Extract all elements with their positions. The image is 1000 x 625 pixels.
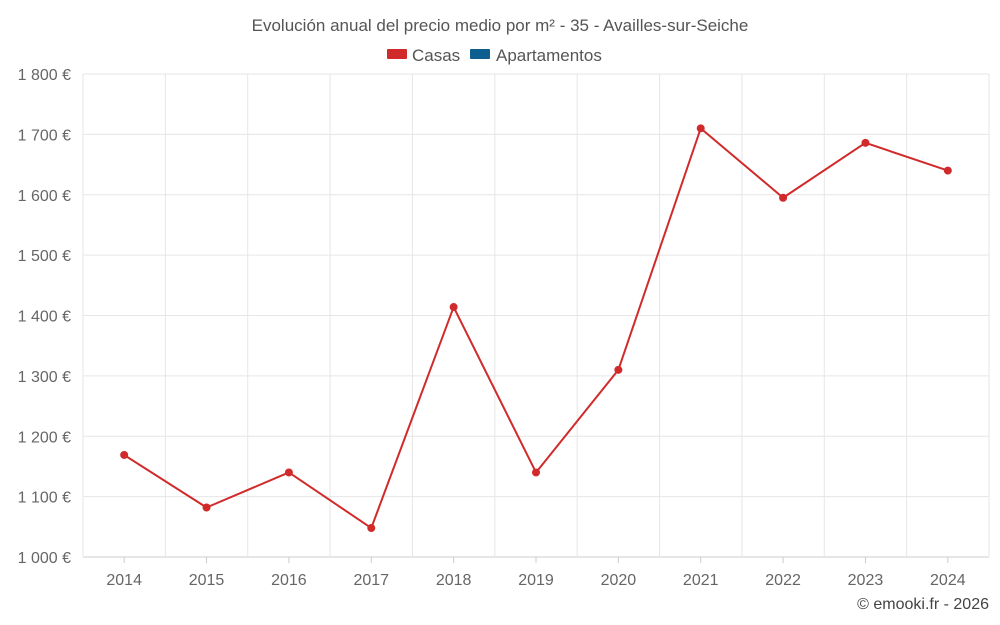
x-tick-label: 2014 (106, 572, 142, 589)
data-point[interactable] (120, 450, 129, 459)
x-tick-label: 2022 (765, 572, 801, 589)
legend-swatch-apartamentos (470, 49, 490, 59)
y-tick-label: 1 700 € (18, 127, 71, 144)
data-point[interactable] (284, 468, 293, 477)
legend: Casas Apartamentos (387, 46, 602, 65)
credit-text: © emooki.fr - 2026 (857, 596, 989, 613)
data-point[interactable] (532, 468, 540, 477)
data-point[interactable] (202, 503, 211, 512)
y-tick-label: 1 800 € (18, 67, 71, 84)
y-tick-label: 1 600 € (18, 188, 71, 205)
y-tick-label: 1 400 € (18, 309, 71, 326)
chart-title: Evolución anual del precio medio por m² … (252, 16, 749, 35)
x-tick-label: 2021 (683, 572, 719, 589)
data-point[interactable] (943, 166, 952, 175)
data-point[interactable] (449, 303, 458, 312)
legend-item-casas[interactable]: Casas (387, 46, 460, 65)
legend-item-apartamentos[interactable]: Apartamentos (470, 46, 602, 65)
y-tick-label: 1 200 € (18, 429, 71, 446)
grid (82, 73, 990, 558)
data-point[interactable] (779, 193, 788, 202)
x-tick-label: 2020 (601, 572, 637, 589)
y-tick-label: 1 300 € (18, 369, 71, 386)
y-tick-label: 1 500 € (18, 248, 71, 265)
x-tick-label: 2024 (930, 572, 966, 589)
x-tick-label: 2019 (518, 572, 554, 589)
data-point[interactable] (614, 365, 623, 374)
legend-swatch-casas (387, 49, 407, 59)
x-tick-label: 2016 (271, 572, 307, 589)
y-tick-label: 1 100 € (18, 490, 71, 507)
x-tick-label: 2018 (436, 572, 472, 589)
series-casas (120, 124, 952, 533)
x-tick-label: 2017 (353, 572, 389, 589)
y-axis: 1 000 € 1 100 € 1 200 € 1 300 € 1 400 € 1 500… (18, 67, 71, 567)
data-point[interactable] (861, 138, 870, 147)
data-point[interactable] (367, 524, 376, 533)
x-axis: 2014 2015 2016 2017 2018 2019 2020 2021 2022 2023… (106, 557, 966, 589)
y-tick-label: 1 000 € (18, 550, 71, 567)
legend-label-apartamentos: Apartamentos (496, 46, 602, 65)
legend-label-casas: Casas (412, 46, 460, 65)
data-point[interactable] (696, 124, 705, 133)
x-tick-label: 2015 (189, 572, 225, 589)
x-tick-label: 2023 (848, 572, 884, 589)
